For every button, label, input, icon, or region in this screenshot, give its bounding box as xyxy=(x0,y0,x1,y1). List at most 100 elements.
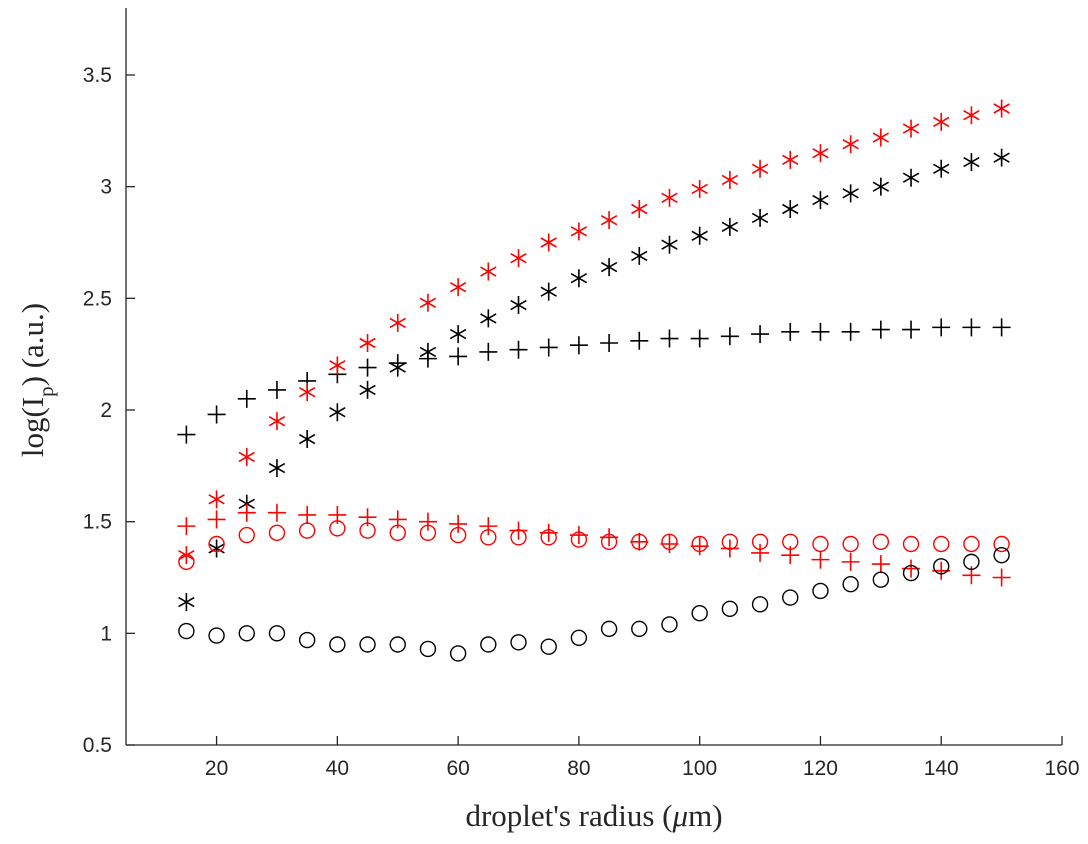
data-point-asterisk xyxy=(208,490,225,509)
data-point-circle xyxy=(691,535,708,553)
data-point-circle xyxy=(540,529,557,546)
data-point-asterisk xyxy=(933,112,950,131)
data-point-plus xyxy=(871,555,890,574)
data-point-plus xyxy=(811,322,830,341)
data-point-circle xyxy=(359,522,376,539)
data-point-asterisk xyxy=(782,200,799,218)
data-point-circle xyxy=(842,576,859,593)
data-point-circle xyxy=(510,529,527,546)
data-point-circle xyxy=(419,640,437,658)
x-tick-label: 160 xyxy=(1044,757,1079,780)
data-point-plus xyxy=(630,532,649,551)
data-point-asterisk xyxy=(600,211,618,230)
data-point-asterisk xyxy=(298,383,316,402)
data-point-plus xyxy=(841,552,860,571)
data-point-asterisk xyxy=(872,177,890,196)
data-point-asterisk xyxy=(842,184,859,203)
data-point-plus xyxy=(509,521,528,540)
data-point-plus xyxy=(237,503,256,522)
data-point-asterisk xyxy=(389,358,406,377)
data-point-asterisk xyxy=(510,296,527,315)
data-point-circle xyxy=(208,535,225,553)
data-point-asterisk xyxy=(510,249,527,268)
data-point-plus xyxy=(751,543,770,562)
data-point-asterisk xyxy=(480,309,497,328)
data-point-plus xyxy=(720,327,739,346)
data-point-plus xyxy=(841,322,860,341)
data-point-circle xyxy=(600,620,618,638)
data-point-circle xyxy=(751,596,769,613)
data-point-circle xyxy=(389,524,406,542)
data-point-plus xyxy=(962,318,981,337)
data-point-asterisk xyxy=(872,128,890,147)
data-point-circle xyxy=(238,526,255,544)
data-point-asterisk xyxy=(661,188,678,207)
data-point-circle xyxy=(721,600,739,617)
x-tick-label: 80 xyxy=(567,757,590,780)
data-point-plus xyxy=(871,320,890,339)
data-point-asterisk xyxy=(298,430,316,449)
data-point-plus xyxy=(267,380,286,399)
x-tick-label: 60 xyxy=(446,757,469,780)
data-point-asterisk xyxy=(329,356,346,375)
data-point-plus xyxy=(660,329,679,348)
data-point-asterisk xyxy=(268,459,286,478)
data-point-plus xyxy=(479,517,498,536)
x-tick-label: 120 xyxy=(803,757,838,780)
data-point-circle xyxy=(963,535,980,553)
data-point-circle xyxy=(480,636,497,653)
data-point-plus xyxy=(237,389,256,408)
data-point-circle xyxy=(993,535,1010,553)
data-point-circle xyxy=(238,625,255,642)
data-point-circle xyxy=(993,546,1010,564)
x-tick-label: 20 xyxy=(205,757,228,780)
data-point-circle xyxy=(842,535,859,553)
y-tick-label: 3 xyxy=(100,176,112,199)
y-tick-label: 1 xyxy=(100,622,112,645)
data-point-asterisk xyxy=(661,235,678,254)
data-point-plus xyxy=(932,318,951,337)
data-point-plus xyxy=(690,329,709,348)
data-point-plus xyxy=(811,550,830,569)
data-point-circle xyxy=(178,553,195,571)
data-point-asterisk xyxy=(570,269,588,288)
data-point-circle xyxy=(691,605,708,622)
data-point-asterisk xyxy=(329,403,346,422)
data-point-asterisk xyxy=(540,282,557,301)
data-point-plus xyxy=(358,358,377,377)
data-point-asterisk xyxy=(721,217,739,236)
data-point-asterisk xyxy=(782,150,799,169)
data-point-asterisk xyxy=(963,106,980,125)
data-point-plus xyxy=(479,342,498,361)
data-point-asterisk xyxy=(449,325,467,344)
data-point-asterisk xyxy=(993,99,1010,118)
x-tick-label: 40 xyxy=(326,757,349,780)
data-point-plus xyxy=(751,325,770,344)
data-point-circle xyxy=(329,636,346,653)
data-point-circle xyxy=(812,535,829,553)
data-point-plus xyxy=(600,334,619,352)
data-point-plus xyxy=(207,405,226,424)
data-point-plus xyxy=(690,537,709,556)
data-point-plus xyxy=(992,568,1011,587)
data-point-circle xyxy=(631,620,648,638)
data-point-circle xyxy=(872,571,890,588)
data-point-circle xyxy=(359,636,376,653)
data-point-circle xyxy=(480,529,497,546)
data-point-circle xyxy=(449,526,467,544)
data-point-asterisk xyxy=(902,119,920,138)
data-point-plus xyxy=(177,425,196,444)
data-point-plus xyxy=(569,336,588,355)
data-point-asterisk xyxy=(389,313,406,332)
y-axis-label: log(Ip) (a.u.) xyxy=(15,303,58,457)
data-point-circle xyxy=(661,616,678,633)
data-point-circle xyxy=(963,553,980,571)
data-point-asterisk xyxy=(842,135,859,154)
y-tick-label: 0.5 xyxy=(83,734,112,757)
data-point-circle xyxy=(721,533,739,550)
y-tick-label: 3.5 xyxy=(83,64,112,87)
data-point-asterisk xyxy=(178,593,195,612)
data-point-plus xyxy=(509,340,528,359)
data-point-asterisk xyxy=(812,144,829,163)
